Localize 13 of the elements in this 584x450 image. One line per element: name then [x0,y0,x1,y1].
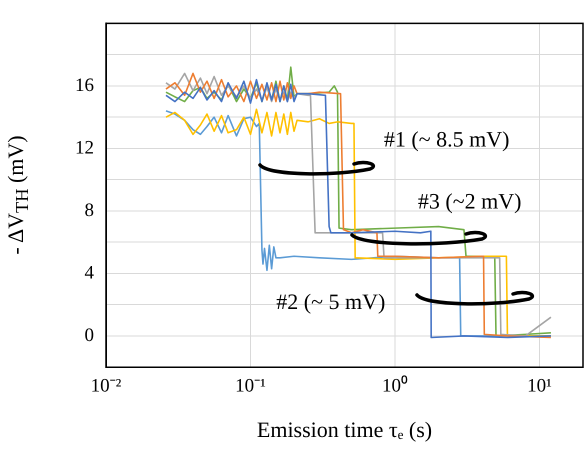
x-tick-label: 10¹ [527,376,552,397]
y-tick-label: 12 [75,137,94,158]
y-tick-label: 16 [75,74,94,96]
y-tick-label: 0 [84,324,94,346]
y-tick-label: 8 [84,200,94,221]
annotation: #1 (~ 8.5 mV) [384,126,510,152]
x-axis-title: Emission time τₑ (s) [256,417,432,443]
annotation: #3 (~2 mV) [418,188,522,214]
y-tick-label: 4 [84,262,94,284]
x-tick-label: 10⁰ [382,374,408,397]
x-tick-label: 10⁻¹ [235,376,266,397]
x-tick-label: 10⁻² [90,376,122,397]
annotation: #2 (~ 5 mV) [276,288,386,314]
